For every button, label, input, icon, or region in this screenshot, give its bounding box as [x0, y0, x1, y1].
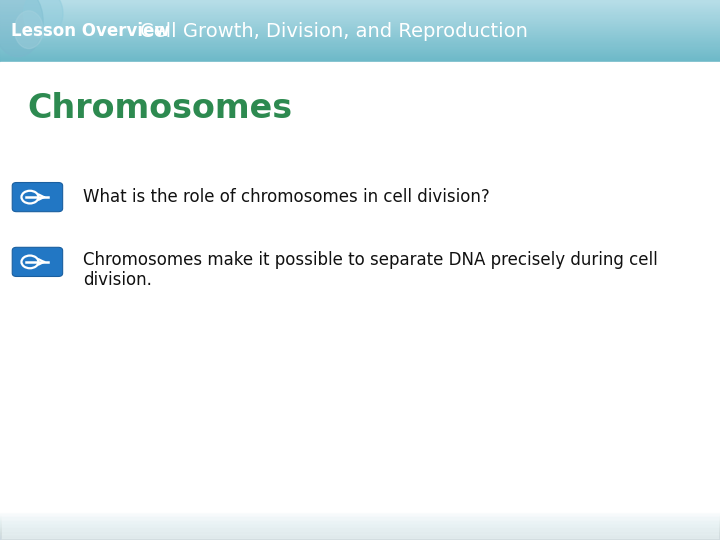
Bar [0, 50, 720, 52]
FancyBboxPatch shape [12, 183, 63, 212]
Ellipse shape [14, 11, 43, 49]
Bar [0, 10, 720, 11]
FancyBboxPatch shape [12, 247, 63, 276]
Bar [0, 23, 720, 25]
Bar [0, 57, 720, 59]
Bar [0, 1, 720, 2]
Bar [0, 523, 720, 540]
Bar [0, 43, 720, 44]
Bar [0, 532, 720, 540]
Bar [0, 15, 720, 17]
Bar [0, 42, 720, 44]
Bar [0, 524, 720, 540]
Bar [0, 37, 720, 38]
Bar [0, 30, 720, 31]
Bar [0, 30, 720, 32]
Bar [0, 11, 720, 12]
Bar [0, 535, 720, 540]
Text: Chromosomes make it possible to separate DNA precisely during cell
division.: Chromosomes make it possible to separate… [83, 251, 657, 289]
Bar [0, 52, 720, 54]
Bar [0, 530, 720, 540]
Text: Chromosomes: Chromosomes [27, 91, 292, 125]
Bar [0, 29, 720, 30]
Bar [0, 3, 720, 4]
Bar [0, 25, 720, 27]
Bar [0, 39, 720, 40]
Bar [0, 60, 720, 62]
Bar [0, 48, 720, 50]
Bar [0, 5, 720, 7]
Bar [0, 2, 720, 3]
Bar [0, 58, 720, 60]
Bar [0, 51, 720, 53]
Bar [0, 18, 720, 19]
Bar [0, 35, 720, 36]
Bar [0, 55, 720, 56]
Bar [0, 14, 720, 16]
Bar [0, 514, 720, 540]
Bar [0, 21, 720, 23]
Bar [0, 5, 720, 6]
Bar [0, 22, 720, 24]
Bar [0, 536, 720, 540]
Bar [0, 20, 720, 22]
Bar [0, 38, 720, 39]
Bar [0, 513, 720, 540]
Bar [0, 0, 720, 1]
Bar [0, 537, 720, 540]
Bar [0, 53, 720, 55]
Bar [0, 518, 720, 540]
Bar [0, 19, 720, 21]
Bar [0, 36, 720, 37]
Bar [0, 8, 720, 9]
Bar [0, 41, 720, 43]
Bar [0, 517, 720, 540]
Bar [0, 13, 720, 15]
Bar [0, 516, 720, 540]
Bar [0, 33, 720, 35]
Bar [0, 62, 720, 540]
Bar [0, 26, 720, 28]
Bar [0, 12, 720, 14]
Bar [0, 31, 720, 33]
Bar [0, 24, 720, 26]
Bar [0, 519, 720, 540]
Ellipse shape [0, 0, 43, 57]
Bar [0, 539, 720, 540]
Bar [0, 9, 720, 10]
Bar [0, 28, 720, 29]
Bar [0, 4, 720, 5]
Ellipse shape [23, 0, 63, 38]
Bar [0, 525, 720, 540]
Bar [0, 17, 720, 18]
Bar [0, 40, 720, 42]
Bar [0, 46, 720, 48]
Bar [0, 534, 720, 540]
Bar [0, 32, 720, 34]
Bar [0, 49, 720, 51]
Bar [0, 16, 720, 18]
Bar [0, 528, 720, 540]
Bar [0, 45, 720, 46]
Bar [0, 47, 720, 49]
Bar [0, 59, 720, 61]
Bar [0, 56, 720, 58]
Bar [0, 521, 720, 540]
Bar [0, 526, 720, 540]
Bar [0, 56, 720, 57]
Bar [0, 6, 720, 8]
Text: Cell Growth, Division, and Reproduction: Cell Growth, Division, and Reproduction [140, 22, 528, 40]
Text: Lesson Overview: Lesson Overview [11, 22, 169, 40]
Bar [0, 44, 720, 45]
Text: What is the role of chromosomes in cell division?: What is the role of chromosomes in cell … [83, 188, 490, 206]
Bar [0, 529, 720, 540]
